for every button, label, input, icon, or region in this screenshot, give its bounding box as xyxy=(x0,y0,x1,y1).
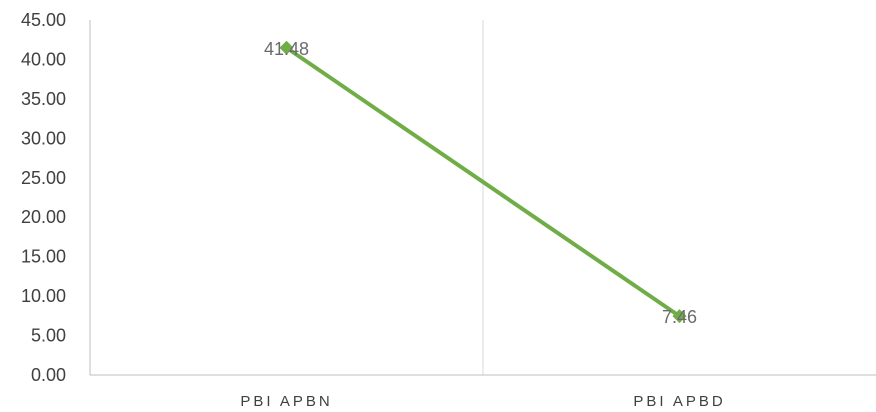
data-label: 41.48 xyxy=(264,39,309,59)
series-layer xyxy=(279,40,687,324)
y-tick-label: 15.00 xyxy=(21,247,66,267)
data-label: 7.46 xyxy=(662,307,697,327)
y-tick-label: 10.00 xyxy=(21,286,66,306)
y-tick-label: 5.00 xyxy=(31,326,66,346)
y-tick-labels: 0.00 5.00 10.00 15.00 20.00 25.00 30.00 35.00 40… xyxy=(21,10,66,385)
axis-layer xyxy=(89,20,876,376)
data-point-marker xyxy=(279,40,294,55)
y-tick-label: 35.00 xyxy=(21,89,66,109)
x-category-label: PBI APBD xyxy=(633,393,725,410)
x-category-label: PBI APBN xyxy=(240,393,332,410)
series-line xyxy=(284,45,682,319)
y-tick-label: 20.00 xyxy=(21,207,66,227)
y-tick-label: 40.00 xyxy=(21,49,66,69)
data-point-marker xyxy=(672,309,687,324)
y-tick-label: 45.00 xyxy=(21,10,66,30)
y-tick-label: 0.00 xyxy=(31,365,66,385)
y-tick-label: 25.00 xyxy=(21,168,66,188)
y-tick-label: 30.00 xyxy=(21,128,66,148)
data-labels: 41.48 7.46 xyxy=(264,39,697,327)
x-category-labels: PBI APBN PBI APBD xyxy=(240,393,725,410)
